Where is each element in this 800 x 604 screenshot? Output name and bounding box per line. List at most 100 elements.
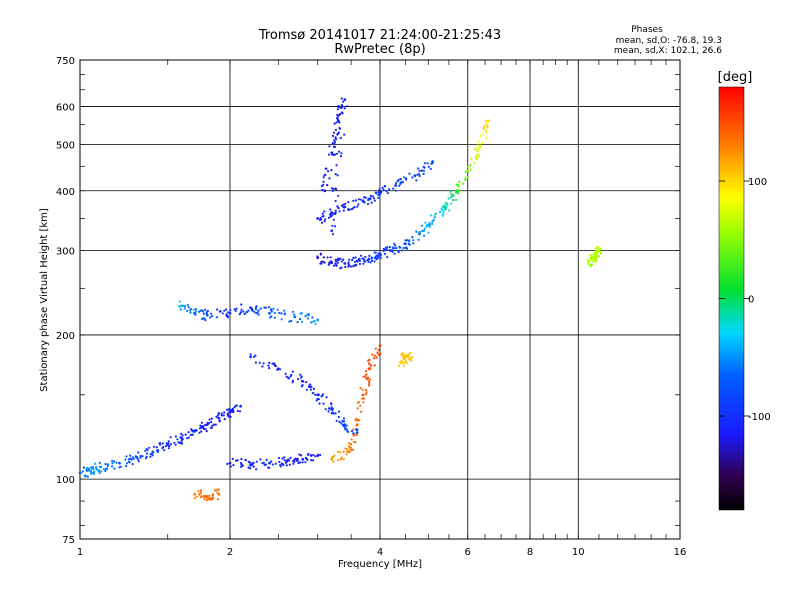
y-tick-label: 300 <box>56 247 75 258</box>
scatter-dot <box>386 256 389 259</box>
scatter-dot <box>327 407 331 410</box>
scatter-dot <box>340 204 344 207</box>
scatter-dot <box>355 263 358 266</box>
scatter-dot <box>304 315 307 318</box>
scatter-dot <box>312 387 315 390</box>
scatter-dot <box>342 100 345 103</box>
scatter-dot <box>323 174 326 177</box>
scatter-dot <box>337 450 340 453</box>
scatter-dot <box>316 255 319 258</box>
scatter-dot <box>350 208 354 211</box>
scatter-dot <box>251 463 254 466</box>
scatter-dot <box>279 465 282 468</box>
scatter-dot <box>401 181 404 184</box>
scatter-dot <box>320 395 323 398</box>
data-point <box>343 98 347 101</box>
scatter-dot <box>247 460 250 463</box>
scatter-dot <box>326 256 329 259</box>
scatter-dot <box>368 384 371 387</box>
scatter-dot <box>144 449 147 452</box>
series-low-frequency-spread <box>249 353 359 435</box>
scatter-dot <box>190 428 193 431</box>
scatter-dot <box>340 97 343 100</box>
scatter-dot <box>482 132 485 135</box>
scatter-dot <box>377 256 380 259</box>
scatter-dot <box>297 461 300 464</box>
scatter-dot <box>283 459 286 462</box>
scatter-dot <box>163 449 166 452</box>
scatter-dot <box>589 256 592 260</box>
scatter-dot <box>189 311 192 314</box>
scatter-dot <box>366 376 370 379</box>
scatter-dot <box>363 201 366 204</box>
scatter-dot <box>190 433 193 436</box>
scatter-dot <box>462 182 465 185</box>
scatter-dot <box>431 222 434 226</box>
scatter-dot <box>394 244 397 247</box>
scatter-dot <box>426 162 429 165</box>
scatter-dot <box>423 234 426 237</box>
scatter-dot <box>200 421 203 424</box>
scatter-dot <box>333 139 336 142</box>
scatter-dot <box>371 353 374 356</box>
scatter-dot <box>311 316 314 319</box>
data-point <box>99 465 102 469</box>
scatter-dot <box>315 399 318 402</box>
scatter-dot <box>366 378 369 381</box>
scatter-dot <box>339 267 342 270</box>
scatter-dot <box>361 257 364 260</box>
data-point <box>285 459 289 463</box>
scatter-dot <box>258 361 261 364</box>
scatter-dot <box>382 249 385 252</box>
data-point <box>205 313 209 317</box>
scatter-dot <box>280 312 283 315</box>
scatter-dot <box>342 203 345 206</box>
scatter-dot <box>388 246 391 249</box>
scatter-dot <box>233 308 236 311</box>
scatter-dot <box>179 308 182 311</box>
data-point <box>228 311 232 315</box>
series-f-layer-band-high <box>316 160 434 224</box>
scatter-dot <box>179 432 183 435</box>
scatter-dot <box>344 428 347 431</box>
scatter-dot <box>340 152 343 155</box>
scatter-dot <box>226 311 230 314</box>
scatter-dot <box>477 140 480 143</box>
scatter-dot <box>403 362 406 365</box>
scatter-dot <box>79 471 82 474</box>
scatter-dot <box>449 190 452 193</box>
scatter-dot <box>253 310 256 313</box>
scatter-dot <box>596 247 599 250</box>
scatter-dot <box>262 362 265 365</box>
scatter-dot <box>192 430 195 433</box>
scatter-dot <box>174 443 177 446</box>
scatter-dot <box>307 453 310 456</box>
scatter-dot <box>257 313 260 316</box>
y-tick-labels: 75 100 200 300 400 500 600 750 <box>56 56 75 546</box>
scatter-dot <box>149 455 152 458</box>
scatter-dot <box>402 352 405 355</box>
scatter-dot <box>447 197 450 200</box>
scatter-dot <box>478 155 481 158</box>
scatter-dot <box>155 446 158 449</box>
scatter-dot <box>304 461 307 464</box>
scatter-dot <box>287 458 290 461</box>
scatter-dot <box>333 143 336 146</box>
scatter-dot <box>309 388 312 391</box>
data-point <box>268 311 271 315</box>
scatter-dot <box>347 208 350 211</box>
colorbar-tick-label: -100 <box>748 412 771 423</box>
scatter-dot <box>448 209 451 212</box>
scatter-dot <box>342 209 345 212</box>
y-tick-label: 75 <box>62 535 75 546</box>
scatter-dot <box>112 460 116 463</box>
scatter-dot <box>296 321 299 324</box>
scatter-dot <box>204 428 207 431</box>
scatter-dot <box>359 387 362 390</box>
scatter-dot <box>214 423 217 426</box>
scatter-dot <box>365 388 368 392</box>
scatter-dot <box>385 190 388 193</box>
scatter-dot <box>180 441 183 444</box>
scatter-dot <box>314 322 317 326</box>
scatter-dot <box>366 259 369 262</box>
